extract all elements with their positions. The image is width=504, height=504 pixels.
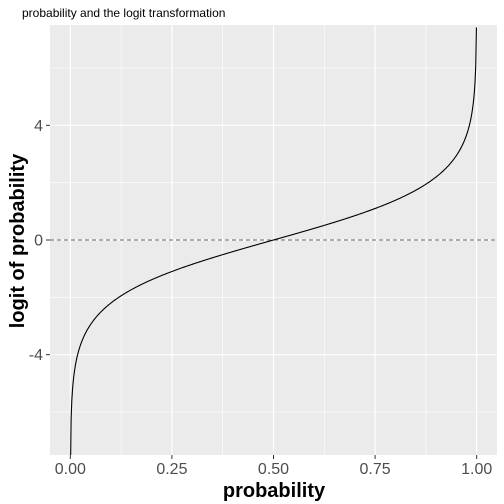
- x-tick-label: 0.50: [258, 461, 289, 478]
- x-tick-label: 0.00: [55, 461, 86, 478]
- y-tick-label: 0: [34, 233, 43, 250]
- y-tick-label: 4: [34, 118, 43, 135]
- axis-ticks: [46, 124, 478, 459]
- x-tick-label: 1.00: [461, 461, 492, 478]
- x-axis-label: probability: [223, 480, 326, 502]
- logit-curve: [70, 27, 477, 455]
- y-tick-label: -4: [29, 347, 43, 364]
- x-tick-labels: 0.00 0.25 0.50 0.75 1.00: [55, 461, 493, 478]
- x-tick-label: 0.25: [156, 461, 187, 478]
- chart-title: probability and the logit transformation: [22, 6, 225, 20]
- y-tick-labels: -4 0 4: [29, 118, 43, 364]
- y-axis-label: logit of probability: [7, 153, 29, 328]
- x-tick-label: 0.75: [360, 461, 391, 478]
